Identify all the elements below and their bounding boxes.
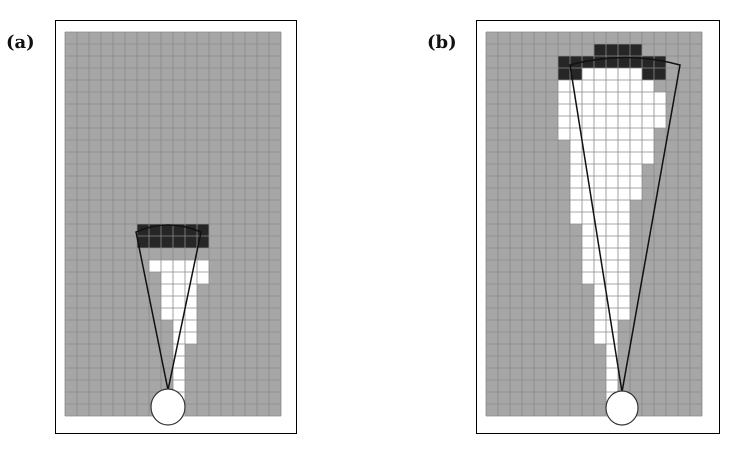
- panel-a-label: (a): [6, 32, 35, 53]
- sensor-robot-circle: [605, 390, 639, 426]
- free-cell-run: [594, 308, 630, 320]
- free-cell-run: [161, 284, 197, 296]
- sensor-beam-cone: [135, 224, 202, 391]
- free-cell-run: [173, 368, 185, 380]
- sensor-robot-circle: [150, 388, 186, 426]
- free-cell-run: [570, 200, 630, 212]
- free-cell-run: [558, 104, 666, 116]
- free-cell-run: [594, 296, 630, 308]
- free-cell-run: [606, 356, 618, 368]
- occupied-cell-run: [558, 56, 666, 68]
- panel-b-grid: [485, 31, 703, 426]
- free-cell-run: [594, 284, 630, 296]
- free-cell-run: [173, 380, 185, 392]
- free-cell-run: [161, 308, 197, 320]
- panel-a-grid: [64, 31, 282, 426]
- free-cell-run: [161, 296, 197, 308]
- free-cell-run: [606, 368, 618, 380]
- free-cell-run: [173, 356, 185, 368]
- sensor-beam-cone: [569, 56, 681, 393]
- free-cell-run: [149, 260, 209, 272]
- free-cell-run: [570, 212, 630, 224]
- free-cell-run: [570, 152, 654, 164]
- free-cell-run: [570, 140, 654, 152]
- free-cell-run: [606, 380, 618, 392]
- panel-b-label: (b): [427, 32, 457, 53]
- free-cell-run: [558, 116, 666, 128]
- free-cell-run: [558, 92, 666, 104]
